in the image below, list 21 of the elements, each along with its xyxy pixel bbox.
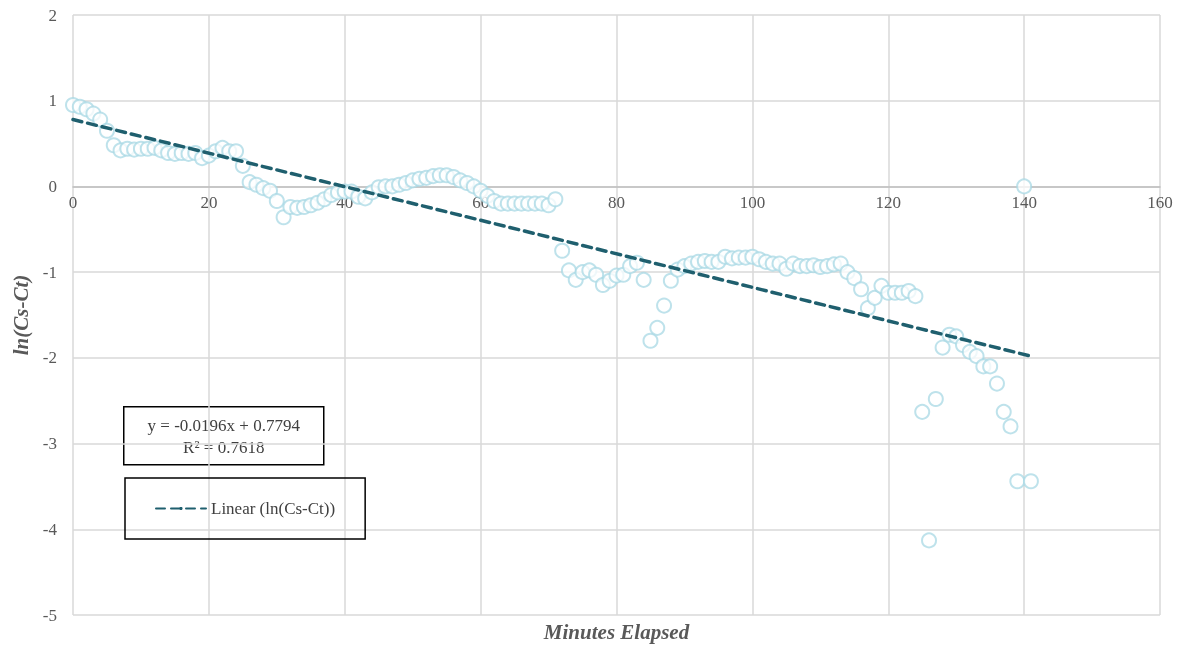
y-tick-label: -1 (42, 262, 57, 282)
y-tick-label: -3 (42, 434, 57, 454)
x-tick-label: 80 (608, 193, 625, 213)
y-tick-label: 2 (48, 5, 57, 25)
y-axis-title: ln(Cs-Ct) (8, 274, 33, 356)
x-tick-label: 20 (200, 193, 218, 213)
y-tick-label: 0 (48, 176, 57, 196)
x-tick-label: 120 (875, 193, 901, 213)
x-tick-label: 140 (1011, 193, 1037, 213)
annotation: y = -0.0196x + 0.7794 (147, 416, 301, 436)
x-axis-title: Minutes Elapsed (542, 619, 690, 644)
y-tick-label: -2 (42, 348, 57, 368)
legend-label: Linear (ln(Cs-Ct)) (211, 499, 336, 518)
annotation: R² = 0.7618 (183, 438, 265, 458)
y-tick-label: -4 (42, 519, 58, 539)
y-tick-label: 1 (48, 91, 57, 111)
x-tick-label: 0 (68, 193, 78, 213)
y-tick-label: -5 (42, 605, 57, 625)
x-tick-label: 160 (1147, 193, 1173, 213)
x-tick-label: 100 (739, 193, 766, 213)
x-tick-label: 60 (472, 193, 490, 213)
